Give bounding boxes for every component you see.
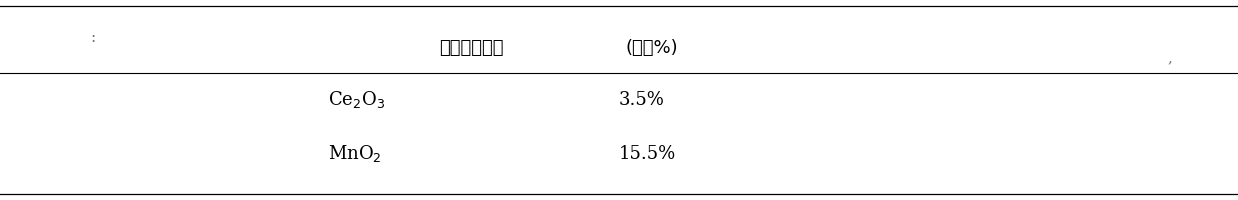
Text: 活性催化组份: 活性催化组份 [439, 39, 504, 57]
Text: (重量%): (重量%) [625, 39, 678, 57]
Text: :: : [90, 31, 95, 45]
Text: MnO$_2$: MnO$_2$ [328, 144, 381, 164]
Text: Ce$_2$O$_3$: Ce$_2$O$_3$ [328, 90, 385, 110]
Text: 3.5%: 3.5% [619, 91, 665, 109]
Text: ,: , [1167, 51, 1172, 65]
Text: 15.5%: 15.5% [619, 145, 676, 163]
